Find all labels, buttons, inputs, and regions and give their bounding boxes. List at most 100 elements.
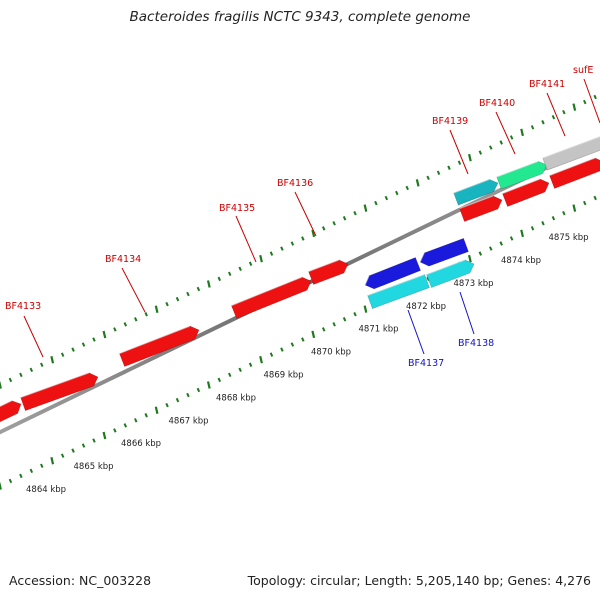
scale-label: 4871 kbp bbox=[359, 325, 399, 335]
reverse-tick bbox=[321, 327, 326, 332]
forward-tick bbox=[405, 185, 409, 191]
forward-tick bbox=[248, 261, 253, 266]
gene-label-sufe[interactable]: sufE bbox=[573, 65, 593, 76]
accession-label: Accession: NC_003228 bbox=[9, 573, 152, 588]
reverse-tick bbox=[0, 482, 2, 490]
scale-label: 4874 kbp bbox=[501, 256, 541, 266]
reverse-tick bbox=[29, 468, 34, 474]
forward-tick bbox=[8, 377, 13, 383]
forward-tick bbox=[113, 327, 117, 332]
reverse-tick bbox=[102, 431, 107, 440]
reverse-tick bbox=[353, 312, 357, 317]
gene-label-bf4141[interactable]: BF4141 bbox=[529, 79, 565, 90]
forward-tick bbox=[551, 115, 556, 120]
reverse-tick bbox=[259, 355, 263, 364]
scale-label: 4872 kbp bbox=[406, 302, 446, 312]
forward-tick bbox=[457, 160, 462, 165]
forward-tick bbox=[29, 367, 34, 373]
scale-label: 4869 kbp bbox=[264, 371, 304, 381]
forward-tick bbox=[0, 381, 2, 389]
forward-tick bbox=[301, 236, 305, 241]
reverse-tick bbox=[134, 418, 138, 423]
reverse-tick bbox=[541, 221, 545, 226]
gene-label-bf4133[interactable]: BF4133 bbox=[5, 301, 41, 312]
forward-tick bbox=[144, 312, 148, 317]
reverse-tick bbox=[92, 438, 96, 443]
forward-tick bbox=[269, 251, 274, 256]
reverse-tick bbox=[71, 448, 75, 453]
forward-tick bbox=[196, 286, 201, 292]
genome-summary-label: Topology: circular; Length: 5,205,140 bp… bbox=[247, 573, 591, 588]
forward-tick bbox=[374, 200, 378, 206]
reverse-tick bbox=[40, 463, 44, 469]
forward-tick bbox=[92, 337, 96, 342]
reverse-tick bbox=[186, 392, 190, 398]
reverse-tick bbox=[593, 195, 597, 201]
reverse-tick bbox=[342, 317, 347, 322]
misc-feature-gray-highlight bbox=[542, 135, 600, 159]
reverse-tick bbox=[60, 453, 65, 458]
forward-tick bbox=[311, 229, 316, 238]
scale-label: 4865 kbp bbox=[74, 462, 114, 472]
reverse-tick bbox=[154, 406, 159, 414]
gene-label-bf4139[interactable]: BF4139 bbox=[432, 116, 468, 127]
forward-tick bbox=[426, 175, 430, 181]
forward-tick bbox=[175, 296, 180, 302]
forward-tick bbox=[50, 355, 55, 364]
forward-tick bbox=[468, 153, 472, 162]
reverse-tick-ruler bbox=[0, 195, 597, 490]
cds-bf4136a[interactable] bbox=[230, 276, 312, 319]
forward-tick bbox=[206, 280, 211, 288]
reverse-tick bbox=[468, 254, 472, 263]
reverse-tick bbox=[144, 413, 148, 418]
forward-tick bbox=[60, 352, 65, 357]
reverse-tick bbox=[280, 347, 284, 352]
gene-label-bf4135[interactable]: BF4135 bbox=[219, 203, 255, 214]
scale-label: 4875 kbp bbox=[549, 233, 589, 243]
gene-label-bf4137[interactable]: BF4137 bbox=[408, 358, 444, 369]
misc-feature-green-highlight bbox=[496, 160, 539, 178]
forward-tick bbox=[489, 145, 493, 150]
gene-label-bf4134[interactable]: BF4134 bbox=[105, 254, 141, 265]
forward-tick bbox=[259, 254, 263, 263]
reverse-tick bbox=[332, 322, 336, 327]
leader-line-bf4140 bbox=[495, 111, 516, 155]
forward-tick bbox=[384, 195, 389, 201]
cds-bf4137-highlight bbox=[364, 275, 370, 286]
cds-bf4135[interactable] bbox=[119, 325, 200, 367]
leader-line-bf4137 bbox=[407, 309, 425, 355]
reverse-tick bbox=[562, 210, 566, 216]
trna-feature-b-highlight bbox=[426, 259, 466, 276]
forward-tick bbox=[165, 301, 169, 307]
cds-bf4141-highlight bbox=[549, 157, 596, 177]
gene-label-bf4138[interactable]: BF4138 bbox=[458, 338, 494, 349]
forward-tick bbox=[572, 103, 577, 111]
gene-label-bf4136[interactable]: BF4136 bbox=[277, 178, 313, 189]
reverse-tick bbox=[227, 372, 232, 378]
cds-bf4138-highlight bbox=[419, 252, 425, 263]
gene-callouts: BF4133 BF4134 BF4135 BF4136 BF4139 BF4140 BF41… bbox=[5, 65, 600, 369]
forward-tick bbox=[509, 135, 514, 140]
forward-tick bbox=[102, 330, 107, 339]
leader-line-bf4133 bbox=[23, 315, 44, 358]
forward-tick bbox=[583, 99, 587, 105]
forward-tick bbox=[123, 322, 128, 327]
forward-tick bbox=[415, 179, 420, 187]
gene-label-bf4140[interactable]: BF4140 bbox=[479, 98, 515, 109]
leader-line-bf4139 bbox=[449, 129, 469, 175]
forward-tick bbox=[447, 165, 451, 170]
reverse-tick bbox=[478, 251, 483, 256]
forward-tick bbox=[40, 362, 44, 368]
forward-tick bbox=[353, 211, 357, 216]
cds-bf4134-highlight bbox=[20, 372, 90, 398]
reverse-tick bbox=[238, 367, 242, 373]
forward-tick bbox=[363, 204, 368, 212]
forward-tick bbox=[290, 241, 295, 246]
forward-tick bbox=[499, 140, 503, 145]
reverse-tick bbox=[217, 377, 222, 383]
reverse-tick bbox=[509, 236, 514, 241]
forward-tick bbox=[217, 276, 222, 282]
forward-tick bbox=[478, 150, 483, 155]
reverse-tick bbox=[583, 200, 587, 206]
